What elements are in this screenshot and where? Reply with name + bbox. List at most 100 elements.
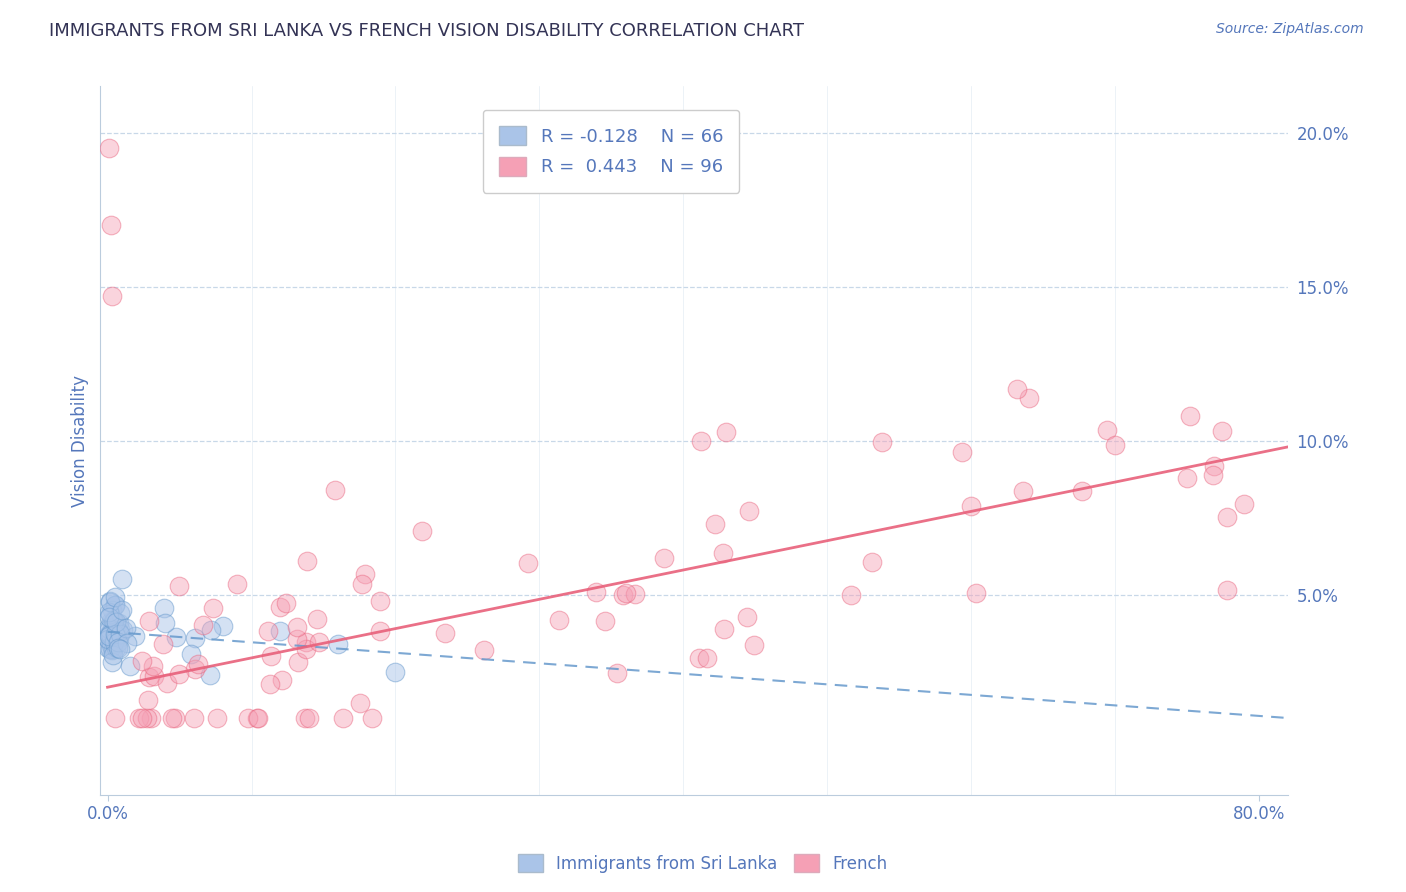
Point	[97, 632, 120, 647]
Text: Source: ZipAtlas.com: Source: ZipAtlas.com	[1216, 22, 1364, 37]
Point	[153, 616, 176, 631]
Point	[200, 668, 222, 682]
Point	[323, 483, 346, 497]
Point	[1232, 497, 1254, 511]
Point	[287, 656, 309, 670]
Point	[623, 587, 645, 601]
Point	[98, 642, 121, 657]
Point	[742, 638, 765, 652]
Point	[696, 650, 718, 665]
Point	[1005, 382, 1028, 396]
Point	[690, 434, 713, 449]
Point	[1211, 425, 1233, 439]
Point	[688, 650, 710, 665]
Point	[97, 627, 120, 641]
Point	[285, 620, 308, 634]
Point	[735, 610, 758, 624]
Point	[101, 643, 124, 657]
Point	[274, 596, 297, 610]
Point	[326, 637, 349, 651]
Point	[297, 553, 319, 567]
Point	[183, 711, 205, 725]
Point	[103, 614, 125, 628]
Point	[1018, 391, 1040, 405]
Point	[111, 572, 134, 586]
Point	[135, 711, 157, 725]
Point	[104, 627, 127, 641]
Point	[101, 614, 124, 628]
Point	[103, 642, 125, 657]
Point	[349, 696, 371, 710]
Point	[100, 638, 122, 652]
Point	[107, 635, 129, 649]
Point	[139, 711, 162, 725]
Point	[1175, 471, 1198, 485]
Point	[260, 648, 283, 663]
Point	[98, 627, 121, 641]
Point	[614, 585, 637, 599]
Point	[100, 627, 122, 641]
Point	[184, 662, 207, 676]
Point	[950, 445, 973, 459]
Point	[101, 289, 124, 303]
Point	[704, 517, 727, 532]
Point	[104, 598, 127, 612]
Point	[714, 425, 737, 440]
Point	[352, 576, 374, 591]
Point	[200, 624, 222, 638]
Point	[142, 668, 165, 682]
Point	[138, 670, 160, 684]
Point	[104, 627, 127, 641]
Point	[593, 614, 616, 628]
Point	[294, 635, 316, 649]
Point	[98, 595, 121, 609]
Point	[411, 524, 433, 539]
Point	[585, 584, 607, 599]
Point	[124, 629, 146, 643]
Point	[156, 675, 179, 690]
Point	[97, 622, 120, 636]
Point	[98, 627, 121, 641]
Point	[433, 625, 456, 640]
Point	[104, 615, 127, 629]
Point	[111, 602, 134, 616]
Point	[100, 607, 122, 622]
Point	[236, 711, 259, 725]
Point	[104, 598, 127, 612]
Point	[295, 641, 318, 656]
Point	[131, 711, 153, 725]
Y-axis label: Vision Disability: Vision Disability	[72, 375, 89, 507]
Point	[98, 594, 121, 608]
Point	[202, 600, 225, 615]
Point	[153, 601, 176, 615]
Point	[110, 642, 132, 657]
Point	[294, 711, 316, 725]
Point	[103, 648, 125, 662]
Point	[361, 711, 384, 725]
Point	[167, 667, 190, 681]
Point	[163, 711, 186, 725]
Point	[110, 627, 132, 641]
Point	[368, 624, 391, 638]
Point	[104, 711, 127, 725]
Point	[114, 621, 136, 635]
Point	[98, 629, 121, 643]
Point	[1216, 510, 1239, 524]
Point	[100, 635, 122, 649]
Point	[103, 635, 125, 649]
Text: IMMIGRANTS FROM SRI LANKA VS FRENCH VISION DISABILITY CORRELATION CHART: IMMIGRANTS FROM SRI LANKA VS FRENCH VISI…	[49, 22, 804, 40]
Point	[180, 647, 202, 661]
Point	[136, 693, 159, 707]
Point	[612, 589, 634, 603]
Point	[98, 141, 121, 155]
Point	[652, 550, 675, 565]
Point	[117, 636, 139, 650]
Point	[98, 605, 121, 619]
Point	[108, 631, 131, 645]
Point	[738, 504, 761, 518]
Point	[169, 579, 191, 593]
Point	[269, 624, 291, 639]
Point	[960, 499, 983, 513]
Point	[105, 640, 128, 655]
Point	[247, 711, 270, 725]
